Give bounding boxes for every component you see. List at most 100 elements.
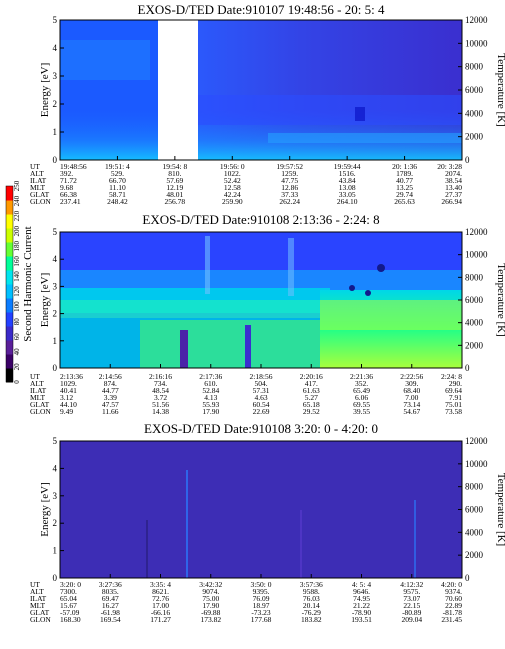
colorbar-swatch (6, 186, 13, 201)
table-cell: 68.40 (403, 386, 420, 395)
table-cell: 44.77 (102, 386, 119, 395)
table-cell: 2074. (445, 169, 462, 178)
table-cell: 9374. (445, 587, 462, 596)
table-cell: 1259. (281, 169, 298, 178)
y-right-tick-label: 8000 (465, 272, 484, 282)
table-row-label: GLAT (30, 400, 50, 409)
table-cell: 4: 5: 4 (352, 580, 371, 589)
table-row-label: ALT (30, 379, 44, 388)
table-cell: 69.55 (353, 400, 370, 409)
table-cell: 19:48:56 (60, 162, 87, 171)
colorbar-tick-label: 160 (13, 256, 21, 267)
table-cell: 20: 3:28 (437, 162, 462, 171)
table-row-label: GLON (30, 197, 51, 206)
table-cell: -73.23 (251, 608, 271, 617)
table-cell: 1022. (224, 169, 241, 178)
table-cell: 9074. (202, 587, 219, 596)
table-cell: 19:59:44 (334, 162, 361, 171)
table-cell: 262.24 (279, 197, 300, 206)
table-cell: 29.52 (303, 407, 320, 416)
table-cell: 20: 1:36 (392, 162, 417, 171)
colorbar-tick-label: 100 (13, 301, 21, 312)
colorbar-swatch (6, 326, 13, 341)
table-cell: 20.14 (303, 601, 320, 610)
y-tick-label: 2 (53, 99, 58, 109)
panel-2: EXOS-D/TED Date:910108 2:13:36 - 2:24: 8… (30, 212, 505, 416)
colorbar-tick-label: 220 (13, 210, 21, 221)
y-right-tick-label: 10000 (465, 250, 488, 260)
table-cell: 173.82 (200, 615, 221, 624)
table-cell: 734. (154, 379, 167, 388)
table-cell: 3:42:32 (199, 580, 222, 589)
table-row-label: UT (30, 162, 40, 171)
colorbar-tick-label: 250 (13, 180, 21, 191)
y-tick-label: 4 (53, 254, 58, 264)
table-cell: 2:22:56 (400, 372, 423, 381)
y-right-tick-label: 8000 (465, 62, 484, 72)
table-cell: 12.86 (281, 183, 298, 192)
table-cell: 177.68 (251, 615, 272, 624)
table-row-label: ALT (30, 169, 44, 178)
table-cell: 42.24 (224, 190, 241, 199)
panels: EXOS-D/TED Date:910107 19:48:56 - 20: 5:… (30, 2, 505, 624)
table-row-label: GLON (30, 407, 51, 416)
table-cell: 7.00 (405, 393, 418, 402)
table-cell: 256.78 (165, 197, 186, 206)
table-cell: 193.51 (351, 615, 372, 624)
y-right-tick-label: 4000 (465, 318, 484, 328)
y-tick-label: 5 (53, 227, 58, 237)
table-cell: 48.54 (152, 386, 169, 395)
y-right-tick-label: 10000 (465, 38, 488, 48)
table-cell: 13.25 (396, 183, 413, 192)
y-right-tick-label: 4000 (465, 108, 484, 118)
table-cell: 9.49 (60, 407, 73, 416)
table-cell: -66.16 (151, 608, 171, 617)
table-cell: 8621. (152, 587, 169, 596)
table-cell: 73.07 (403, 594, 420, 603)
panel-3-heatmap (60, 441, 462, 578)
table-row-label: GLAT (30, 190, 50, 199)
table-cell: 72.76 (152, 594, 169, 603)
colorbar-swatch (6, 284, 13, 299)
table-cell: 57.31 (253, 386, 270, 395)
table-row-label: ILAT (30, 594, 47, 603)
table-cell: 47.57 (102, 400, 119, 409)
table-cell: 76.09 (253, 594, 270, 603)
table-cell: 19:51: 4 (105, 162, 130, 171)
table-cell: 12.19 (166, 183, 183, 192)
table-cell: 6.06 (355, 393, 368, 402)
table-cell: 38.54 (445, 176, 462, 185)
table-cell: 69.47 (102, 594, 119, 603)
colorbar-swatch (6, 340, 13, 355)
table-cell: 43.84 (339, 176, 356, 185)
y-right-tick-label: 6000 (465, 505, 484, 515)
y-tick-label: 1 (53, 546, 58, 556)
table-cell: 22.15 (403, 601, 420, 610)
table-cell: 3:20: 0 (60, 580, 81, 589)
table-cell: 17.90 (202, 407, 219, 416)
table-cell: 3.39 (104, 393, 117, 402)
table-cell: 2:18:56 (250, 372, 273, 381)
y-tick-label: 2 (53, 518, 58, 528)
table-cell: 65.49 (353, 386, 370, 395)
table-cell: 37.33 (281, 190, 298, 199)
table-cell: 71.72 (60, 176, 77, 185)
table-cell: 70.60 (445, 594, 462, 603)
table-cell: 4:20: 0 (441, 580, 462, 589)
colorbar-swatch (6, 228, 13, 243)
table-cell: 17.90 (202, 601, 219, 610)
table-cell: -81.78 (443, 608, 463, 617)
y-right-tick-label: 0 (465, 363, 470, 373)
table-cell: 810. (168, 169, 181, 178)
table-cell: 58.71 (109, 190, 126, 199)
y-right-tick-label: 2000 (465, 132, 484, 142)
table-cell: 5.27 (305, 393, 318, 402)
y-axis-label: Energy [eV] (39, 63, 51, 117)
table-cell: 259.90 (222, 197, 243, 206)
y-tick-label: 2 (53, 309, 58, 319)
table-cell: -57.09 (60, 608, 80, 617)
table-cell: 9646. (353, 587, 370, 596)
table-cell: 2:20:16 (300, 372, 323, 381)
